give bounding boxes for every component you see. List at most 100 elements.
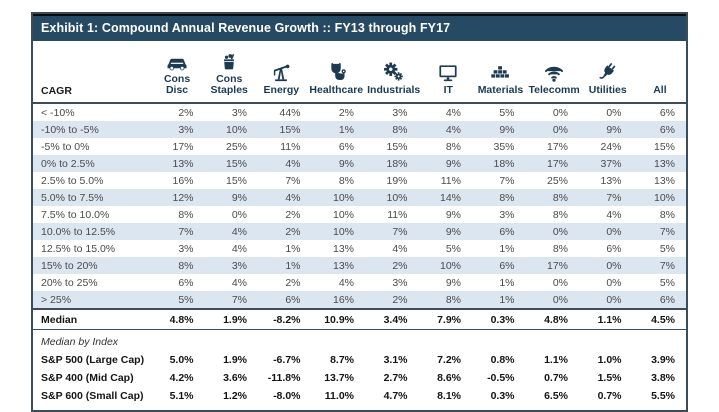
cell-value: 1% xyxy=(285,242,301,255)
cagr-range-label: 5.0% to 7.5% xyxy=(41,191,104,204)
cell-value: 7% xyxy=(392,225,408,238)
cell-value: 3% xyxy=(392,276,408,289)
cell-value: 1.9% xyxy=(223,354,247,366)
cell-value: 0% xyxy=(552,123,568,136)
cell-value: 44% xyxy=(279,106,301,119)
median-row: Median 4.8% 1.9% -8.2% 10.9% 3.4% 7.9% 0.3% 4.8%… xyxy=(33,308,686,330)
cell-value: 6% xyxy=(606,242,622,255)
cell-value: 13% xyxy=(653,174,675,187)
cagr-range-label: 0% to 2.5% xyxy=(41,157,95,170)
table-header-row: CAGR Cons Disc Cons Staples Energy Healthca… xyxy=(33,41,686,104)
cell-value: 18% xyxy=(386,157,408,170)
cell-value: 13% xyxy=(172,157,194,170)
cell-value: 7% xyxy=(178,225,194,238)
cell-value: 24% xyxy=(600,140,622,153)
cell-value: 0% xyxy=(552,106,568,119)
cell-value: 6% xyxy=(659,123,675,136)
cell-value: 13.7% xyxy=(324,372,354,384)
cell-value: 3.6% xyxy=(223,372,247,384)
cell-value: 15% xyxy=(386,140,408,153)
cell-value: -11.8% xyxy=(267,372,301,384)
cell-value: 4% xyxy=(285,157,301,170)
cell-value: 11% xyxy=(440,174,461,187)
cell-value: 1.2% xyxy=(223,390,247,402)
table-row: 0% to 2.5% 13% 15% 4% 9% 18% 9% 18% 17% 37% 13% xyxy=(33,155,686,172)
cell-value: 1.9% xyxy=(223,313,247,326)
column-header-label: IT xyxy=(443,84,453,97)
cell-value: 0.7% xyxy=(544,372,568,384)
cell-value: 15% xyxy=(279,123,301,136)
cell-value: 10% xyxy=(332,225,354,238)
cell-value: 1.5% xyxy=(597,372,622,384)
cell-value: 10% xyxy=(225,123,247,136)
table-row: -5% to 0% 17% 25% 11% 6% 15% 8% 35% 17% 24% 15% xyxy=(33,138,686,155)
cell-value: 0.3% xyxy=(490,390,515,402)
cell-value: 6% xyxy=(499,225,515,238)
cell-value: 25% xyxy=(225,140,247,153)
cell-value: 8.6% xyxy=(437,372,461,384)
cell-value: 3% xyxy=(178,242,194,255)
cell-value: 17% xyxy=(546,157,568,170)
bricks-icon xyxy=(489,61,511,83)
column-header-telecomm: Telecomm xyxy=(527,61,582,97)
cell-value: 8% xyxy=(445,140,461,153)
cell-value: 35% xyxy=(493,140,515,153)
column-header-label: Cons Disc xyxy=(163,72,191,97)
cell-value: 13% xyxy=(332,242,354,255)
cell-value: 19% xyxy=(386,174,408,187)
cell-value: 7% xyxy=(231,293,247,306)
cagr-range-label: 2.5% to 5.0% xyxy=(41,174,104,187)
cell-value: 4.8% xyxy=(169,313,194,326)
cell-value: 6% xyxy=(659,106,675,119)
cell-value: 17% xyxy=(546,259,568,272)
cell-value: 4% xyxy=(231,225,247,238)
cell-value: 13% xyxy=(600,174,622,187)
cell-value: 14% xyxy=(439,191,461,204)
car-icon xyxy=(165,50,189,72)
cell-value: -0.5% xyxy=(487,372,515,384)
cell-value: 7% xyxy=(659,225,675,238)
column-header-label: Utilities xyxy=(588,84,627,97)
cell-value: 10.9% xyxy=(324,313,354,326)
cell-value: 0% xyxy=(606,293,622,306)
table-row: 15% to 20% 8% 3% 1% 13% 2% 10% 6% 17% 0% 7% xyxy=(33,257,686,274)
exhibit-title: Exhibit 1: Compound Annual Revenue Growt… xyxy=(33,14,686,41)
cell-value: 4.7% xyxy=(383,390,408,402)
table-body: < -10% 2% 3% 44% 2% 3% 4% 5% 0% 0% 6% -10% to -5% 3%… xyxy=(33,104,686,308)
cell-value: 2.7% xyxy=(383,372,408,384)
cell-value: 3.9% xyxy=(651,354,675,366)
column-header-utilities: Utilities xyxy=(582,61,634,97)
table-row: S&P 400 (Mid Cap) 4.2% 3.6% -11.8% 13.7% 2.7%… xyxy=(33,369,686,387)
cell-value: 5.0% xyxy=(169,354,194,366)
column-header-label: Healthcare xyxy=(309,84,364,97)
cell-value: 1.1% xyxy=(597,313,622,326)
cell-value: 3% xyxy=(231,259,247,272)
cell-value: 9% xyxy=(445,208,461,221)
table-row: > 25% 5% 7% 6% 16% 2% 8% 1% 0% 0% 6% xyxy=(33,291,686,308)
cell-value: 25% xyxy=(546,174,568,187)
cell-value: 6% xyxy=(338,140,354,153)
cell-value: 0.8% xyxy=(490,354,515,366)
cell-value: 8% xyxy=(392,123,408,136)
cell-value: 0.7% xyxy=(597,390,622,402)
cell-value: 8.7% xyxy=(330,354,354,366)
cell-value: 7.9% xyxy=(437,313,461,326)
exhibit-table: Exhibit 1: Compound Annual Revenue Growt… xyxy=(31,12,688,412)
cell-value: 11% xyxy=(280,140,301,153)
cell-value: -8.2% xyxy=(273,313,301,326)
oil-derrick-icon xyxy=(270,61,292,83)
cagr-range-label: 20% to 25% xyxy=(41,276,98,289)
wifi-icon xyxy=(542,61,566,83)
cagr-range-label: 7.5% to 10.0% xyxy=(41,208,110,221)
column-header-label: All xyxy=(653,84,667,97)
cell-value: 2% xyxy=(392,293,408,306)
table-row: 7.5% to 10.0% 8% 0% 2% 10% 11% 9% 3% 8% 4% 8% xyxy=(33,206,686,223)
cell-value: 0% xyxy=(606,225,622,238)
cell-value: 10% xyxy=(439,259,461,272)
cell-value: 8% xyxy=(178,208,194,221)
cell-value: 15% xyxy=(225,174,247,187)
cell-value: 2% xyxy=(338,106,354,119)
column-header-label: Cons Staples xyxy=(210,72,248,97)
table-row: S&P 600 (Small Cap) 5.1% 1.2% -8.0% 11.0% 4.7… xyxy=(33,387,686,405)
cell-value: 37% xyxy=(600,157,622,170)
